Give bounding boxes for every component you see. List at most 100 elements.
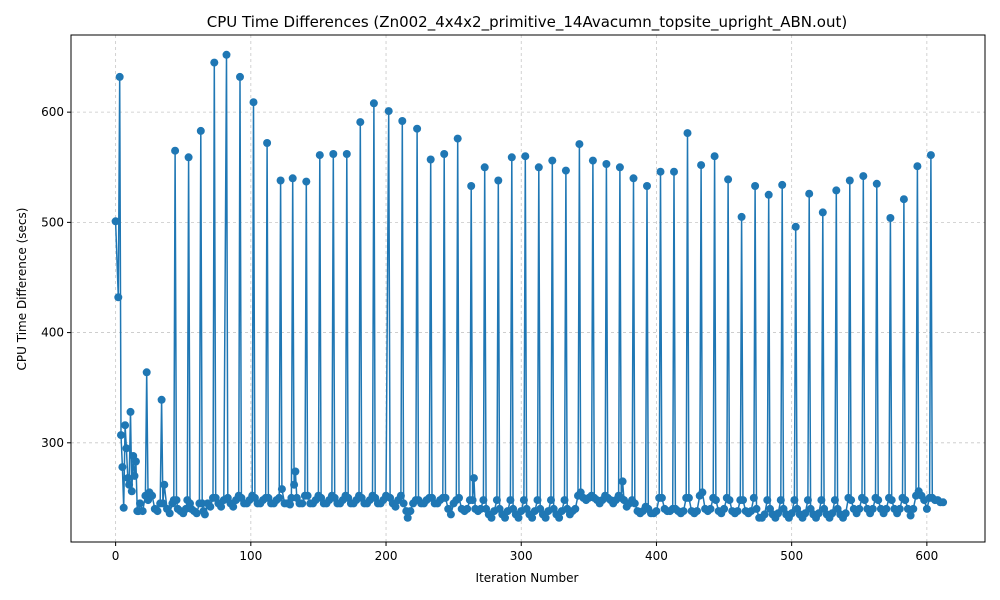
data-point	[882, 504, 891, 513]
data-point	[206, 502, 215, 511]
data-point	[217, 502, 226, 511]
data-point	[463, 504, 472, 513]
data-point	[399, 499, 408, 508]
data-point	[469, 474, 478, 483]
data-point	[855, 504, 864, 513]
data-point	[487, 513, 496, 522]
y-tick-label: 300	[41, 436, 64, 450]
data-point	[136, 499, 144, 508]
data-point	[939, 498, 948, 507]
data-point	[111, 217, 120, 226]
series-layer	[111, 50, 948, 522]
x-tick-label: 100	[239, 549, 262, 563]
data-point	[776, 496, 785, 505]
data-point	[683, 129, 692, 138]
data-point	[618, 477, 627, 486]
data-point	[275, 493, 284, 502]
data-point	[165, 509, 174, 518]
data-point	[480, 163, 489, 172]
data-point	[859, 172, 868, 181]
data-point	[455, 493, 463, 502]
data-point	[548, 156, 557, 165]
data-point	[148, 491, 157, 500]
data-point	[200, 510, 209, 519]
data-point	[521, 152, 530, 161]
data-point	[845, 176, 854, 185]
data-point	[760, 510, 769, 519]
data-point	[725, 496, 734, 505]
data-point	[602, 160, 611, 168]
data-point	[828, 509, 837, 518]
data-point	[629, 174, 638, 183]
data-point	[131, 457, 140, 466]
x-tick-label: 200	[375, 549, 398, 563]
chart-title: CPU Time Differences (Zn002_4x4x2_primit…	[207, 13, 847, 32]
data-point	[492, 496, 501, 505]
data-point	[192, 509, 201, 518]
data-point	[196, 126, 205, 135]
data-point	[384, 107, 393, 116]
data-point	[926, 151, 935, 160]
x-tick-label: 500	[780, 549, 803, 563]
data-point	[752, 504, 761, 513]
data-point	[122, 444, 131, 453]
data-point	[899, 195, 908, 204]
data-point	[130, 471, 139, 480]
grid	[71, 35, 985, 542]
data-point	[791, 222, 800, 231]
data-point	[142, 368, 151, 377]
data-point	[571, 504, 580, 513]
data-point	[561, 166, 570, 175]
data-point	[847, 496, 856, 505]
data-point	[391, 502, 400, 511]
data-point	[277, 485, 286, 494]
data-point	[706, 504, 715, 513]
data-point	[153, 507, 162, 516]
data-point	[698, 488, 707, 497]
x-tick-label: 400	[645, 549, 668, 563]
data-point	[588, 156, 597, 165]
data-point	[210, 58, 219, 67]
data-point	[860, 496, 869, 505]
data-point	[805, 189, 814, 198]
data-point	[494, 176, 503, 185]
data-point	[790, 496, 799, 505]
data-point	[630, 499, 639, 508]
data-point	[710, 152, 719, 161]
data-point	[396, 491, 405, 500]
data-point	[123, 474, 132, 483]
data-point	[841, 509, 850, 518]
data-point	[763, 496, 772, 505]
plot-area	[70, 34, 986, 543]
data-point	[315, 151, 324, 160]
data-point	[119, 503, 128, 512]
data-point	[909, 504, 918, 513]
data-point	[872, 179, 881, 188]
x-axis: 0 100 200 300 400 500 600	[112, 542, 938, 563]
y-tick-label: 500	[41, 215, 64, 229]
data-point	[263, 139, 272, 147]
data-point	[115, 72, 124, 81]
data-point	[764, 190, 773, 199]
data-point	[906, 511, 915, 520]
data-point	[656, 167, 665, 176]
data-point	[467, 182, 476, 190]
data-point	[533, 496, 542, 505]
data-point	[778, 180, 787, 189]
data-point	[615, 163, 624, 172]
data-point	[172, 496, 181, 505]
series-line	[114, 54, 944, 521]
data-point	[302, 177, 311, 186]
data-point	[901, 496, 910, 505]
data-point	[733, 507, 742, 516]
data-point	[171, 146, 180, 155]
x-tick-label: 600	[915, 549, 938, 563]
data-point	[303, 491, 312, 500]
data-point	[121, 421, 130, 430]
data-point	[126, 407, 135, 416]
data-point	[803, 496, 812, 505]
data-point	[519, 496, 528, 505]
data-point	[874, 496, 883, 505]
data-point	[507, 153, 516, 162]
